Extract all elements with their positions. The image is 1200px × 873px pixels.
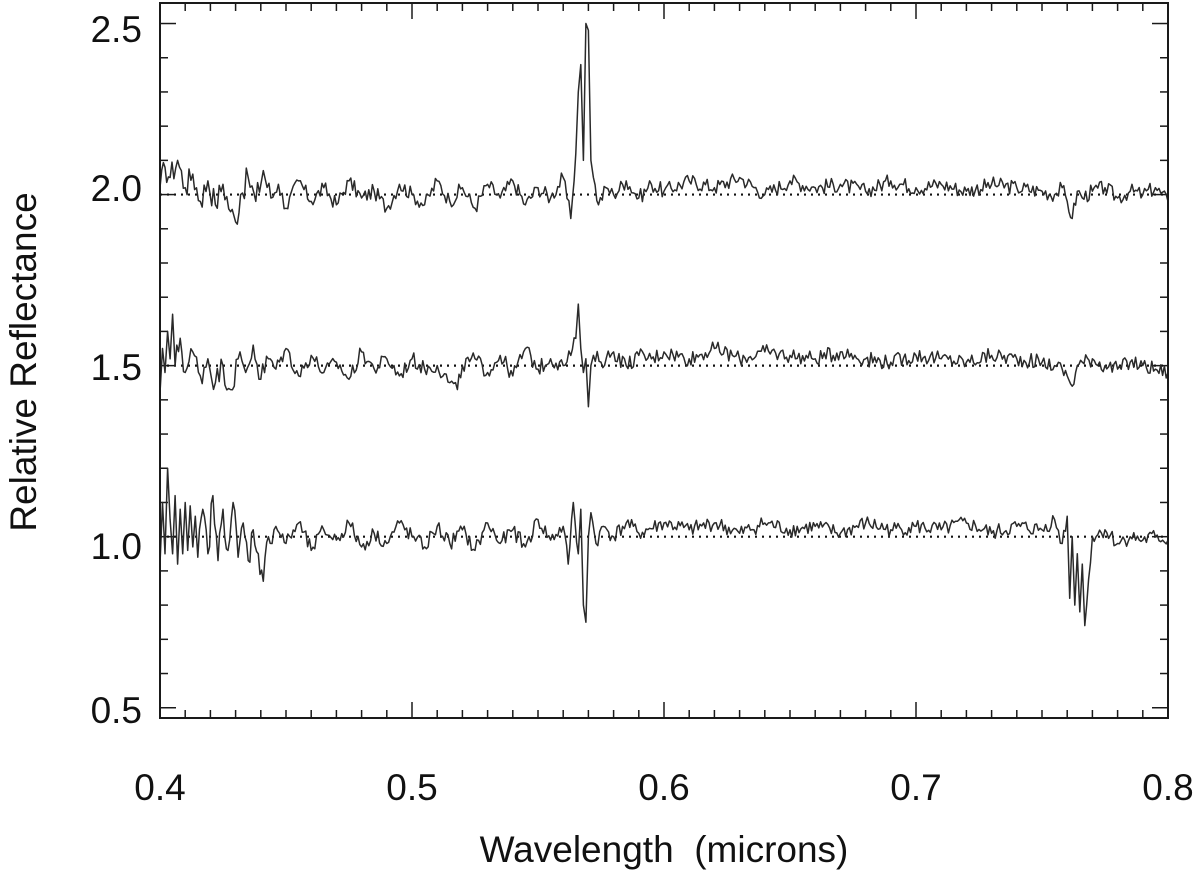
x-tick-label-1: 0.5 [386, 767, 437, 808]
spectrum-line-0 [159, 22, 1169, 225]
spectrum-line-1 [159, 303, 1169, 408]
x-tick-label-4: 0.8 [1142, 767, 1193, 808]
minor-ticks [160, 3, 1168, 718]
y-tick-label-0: 0.5 [91, 690, 142, 731]
x-tick-label-3: 0.7 [890, 767, 941, 808]
reference-lines [160, 193, 1168, 538]
plot-frame [159, 2, 1169, 719]
spectrum-line-2 [159, 467, 1169, 627]
y-tick-label-3: 2.0 [91, 168, 142, 209]
spectrum-series [159, 22, 1169, 627]
x-axis-title: Wavelength (microns) [480, 829, 849, 870]
y-axis-title: Relative Reflectance [3, 192, 44, 531]
y-tick-label-2: 1.5 [91, 347, 142, 388]
x-tick-label-2: 0.6 [638, 767, 689, 808]
y-tick-label-4: 2.5 [91, 9, 142, 50]
y-tick-label-1: 1.0 [91, 526, 142, 567]
x-tick-label-0: 0.4 [134, 767, 185, 808]
